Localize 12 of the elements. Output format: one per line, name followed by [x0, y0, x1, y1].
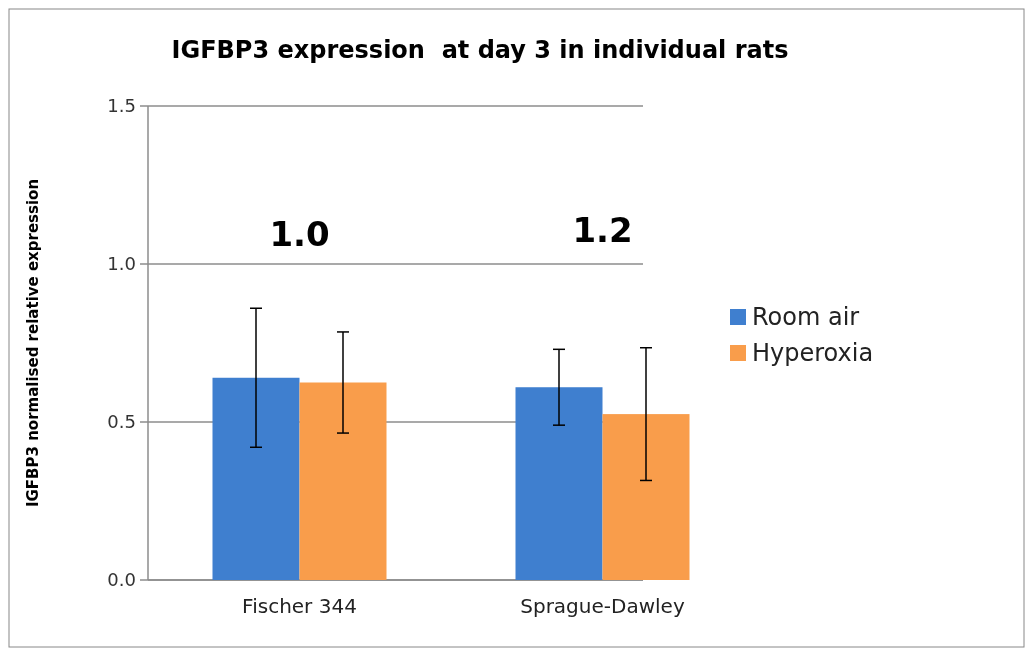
legend-label: Hyperoxia: [752, 339, 874, 368]
y-tick-label: 1.5: [107, 95, 136, 117]
x-tick-label: Fischer 344: [242, 594, 357, 618]
y-axis-title: IGFBP3 normalised relative expression: [24, 178, 42, 508]
legend-label: Room air: [752, 303, 860, 332]
chart-title: IGFBP3 expression at day 3 in individual rats: [171, 36, 789, 64]
y-tick-label: 0.5: [107, 411, 136, 433]
y-tick-label: 1.0: [107, 253, 136, 275]
y-tick-label: 0.0: [107, 569, 136, 591]
annotation: 1.2: [572, 209, 633, 250]
x-tick-label: Sprague-Dawley: [520, 594, 685, 618]
annotation: 1.0: [269, 213, 330, 254]
